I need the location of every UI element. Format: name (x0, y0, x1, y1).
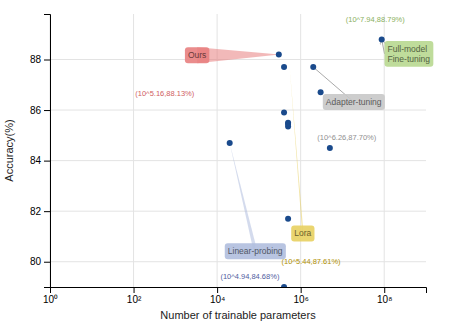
tick: 10⁴ (210, 287, 225, 305)
chart: 10⁰ 10² 10⁴ 10⁶ 10⁸ 80 82 84 86 88 Ours (10^5.16,88… (0, 0, 474, 325)
tick: 10⁰ (43, 287, 58, 305)
annotation-wedge (290, 69, 303, 241)
annotation-background (385, 41, 434, 67)
point (310, 64, 316, 70)
point (281, 64, 287, 70)
tick-label: 82 (30, 206, 42, 217)
annotation-wedge (230, 143, 256, 259)
tick-mark (301, 287, 302, 293)
annotation-box: Adapter-tuning (323, 94, 385, 110)
annotation-label: (10^5.16,88.13%) (135, 89, 194, 98)
plot: 10⁰ 10² 10⁴ 10⁶ 10⁸ 80 82 84 86 88 Ours (10^5.16,88… (30, 14, 433, 305)
point (285, 216, 291, 222)
y-axis-title: Accuracy(%) (3, 119, 15, 181)
annotation-label: (10^7.94,88.79%) (346, 15, 405, 24)
tick-label: 10⁸ (377, 294, 392, 305)
tick-label: 84 (30, 155, 42, 166)
point (227, 140, 233, 146)
tick-label: 80 (30, 256, 42, 267)
annotation-label: (10^5.44,87.61%) (282, 257, 341, 266)
annotation-box: Linear-probing (225, 243, 286, 259)
annotation-label: (10^4.94,84.68%) (220, 272, 279, 281)
point (379, 37, 385, 43)
point (285, 123, 291, 129)
y-axis: 80 82 84 86 88 (30, 15, 51, 288)
annotation-text: Full-modelFine-tuning (388, 44, 431, 64)
point (281, 110, 287, 116)
axis-line (44, 15, 51, 288)
grid-line-y (50, 211, 426, 212)
tick-label: 10⁴ (210, 294, 225, 305)
annotation-text: Adapter-tuning (326, 97, 382, 107)
tick: 10² (127, 287, 142, 305)
annotation-label-text: (10^4.94,84.68%) (220, 272, 279, 281)
tick: 80 (30, 256, 50, 267)
annotation-text: Linear-probing (228, 246, 283, 256)
tick-label: 10² (127, 294, 142, 305)
annotation-text: Lora (294, 228, 311, 238)
annotation-background (185, 47, 209, 63)
annotation-connectors (197, 40, 384, 260)
annotations: Ours (10^5.16,88.13%) Linear-probing (10^4.… (135, 15, 433, 282)
point (318, 89, 324, 95)
tick-mark (44, 110, 50, 111)
tick-label: 10⁶ (294, 294, 309, 305)
annotation-background (291, 225, 314, 241)
annotation-background (323, 94, 385, 110)
x-axis-title: Number of trainable parameters (160, 309, 316, 321)
annotation-background (225, 243, 286, 259)
grid-line-y (50, 59, 426, 60)
point (276, 51, 282, 57)
point (281, 284, 287, 287)
annotation-label-text: (10^6.26,87.70%) (317, 133, 376, 142)
tick-label: 88 (30, 54, 42, 65)
tick-label: 86 (30, 105, 42, 116)
grid-line-y (50, 160, 426, 161)
annotation-wedge (197, 47, 279, 63)
point (327, 145, 333, 151)
tick: 84 (30, 155, 50, 166)
tick-mark (217, 287, 218, 293)
tick: 82 (30, 206, 50, 217)
tick: 86 (30, 105, 50, 116)
grid-line-x (133, 14, 134, 287)
annotation-box: Ours (185, 47, 209, 63)
tick-mark (44, 262, 50, 263)
tick-mark (384, 287, 385, 293)
annotation-box: Full-modelFine-tuning (385, 41, 434, 67)
tick-mark (44, 60, 50, 61)
x-axis: 10⁰ 10² 10⁴ 10⁶ 10⁸ (43, 287, 427, 305)
tick-label: 10⁰ (43, 294, 58, 305)
grid-line-y (50, 261, 426, 262)
tick-mark (44, 161, 50, 162)
tick: 10⁸ (377, 287, 392, 305)
annotation-text: Ours (188, 50, 206, 60)
tick-mark (134, 287, 135, 293)
axis-line (51, 288, 427, 294)
tick-mark (44, 211, 50, 212)
points (227, 37, 385, 287)
annotation-label-text: (10^5.16,88.13%) (135, 89, 194, 98)
annotation-label-text: (10^5.44,87.61%) (282, 257, 341, 266)
annotation-box: Lora (291, 225, 314, 241)
grid-line-x (300, 14, 301, 287)
tick: 88 (30, 54, 50, 65)
annotation-label: (10^6.26,87.70%) (317, 133, 376, 142)
annotation-label-text: (10^7.94,88.79%) (346, 15, 405, 24)
grid (50, 14, 426, 287)
tick: 10⁶ (294, 287, 309, 305)
